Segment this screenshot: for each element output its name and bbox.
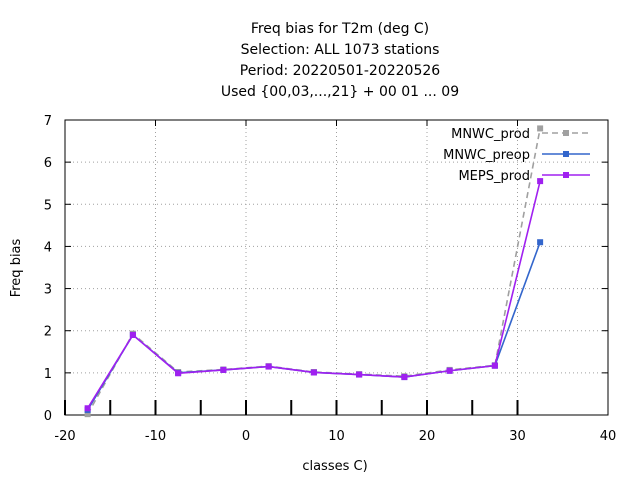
legend-marker-mnwc-preop [563, 151, 569, 157]
y-tick-label: 5 [44, 198, 52, 213]
legend-marker-mnwc-prod [563, 130, 569, 136]
x-tick-label: 20 [419, 429, 436, 444]
legend: MNWC_prod MNWC_preop MEPS_prod [443, 127, 590, 184]
y-tick-label: 3 [44, 283, 52, 298]
x-tick-label: 40 [600, 429, 617, 444]
y-tick-label: 1 [44, 367, 52, 382]
data-point-meps-prod [356, 371, 363, 378]
x-axis-label: classes C) [302, 459, 367, 474]
data-point-meps-prod [220, 366, 227, 373]
y-axis-label: Freq bias [9, 238, 24, 297]
data-point-meps-prod [401, 374, 408, 381]
title-line-2: Selection: ALL 1073 stations [241, 42, 440, 58]
data-point-meps-prod [310, 369, 317, 376]
data-point-meps-prod [175, 370, 182, 377]
x-tick-label: -20 [54, 429, 75, 444]
data-point-mnwc-prod [537, 125, 544, 132]
y-tick-label: 6 [44, 156, 52, 171]
series-mnwc-preop [84, 239, 544, 413]
title-line-4: Used {00,03,...,21} + 00 01 ... 09 [221, 84, 459, 100]
x-tick-label: -10 [145, 429, 166, 444]
y-axis-ticks: 0 1 2 3 4 5 6 7 [44, 114, 608, 424]
data-point-meps-prod [491, 362, 498, 369]
legend-label-meps-prod: MEPS_prod [458, 169, 530, 184]
data-point-mnwc-prod [84, 411, 91, 418]
data-point-meps-prod [446, 367, 453, 374]
x-tick-label: 10 [328, 429, 345, 444]
y-tick-label: 4 [44, 240, 52, 255]
legend-label-mnwc-prod: MNWC_prod [451, 127, 530, 142]
series-meps-prod [84, 178, 544, 412]
data-point-meps-prod [84, 405, 91, 412]
title-line-1: Freq bias for T2m (deg C) [251, 21, 429, 37]
data-point-meps-prod [537, 178, 544, 185]
data-point-meps-prod [265, 363, 272, 370]
x-tick-label: 0 [242, 429, 250, 444]
legend-label-mnwc-preop: MNWC_preop [443, 148, 530, 163]
x-minor-ticks [64, 400, 519, 415]
x-axis-ticks: -20 -10 0 10 20 30 40 [54, 120, 616, 444]
data-point-meps-prod [129, 331, 136, 338]
title-line-3: Period: 20220501-20220526 [240, 63, 440, 79]
legend-marker-meps-prod [563, 172, 569, 178]
y-tick-label: 2 [44, 325, 52, 340]
x-tick-label: 30 [509, 429, 526, 444]
y-tick-label: 7 [44, 114, 52, 129]
series-layer [84, 125, 544, 418]
data-point-mnwc-preop [537, 239, 544, 246]
grid [65, 120, 608, 415]
chart-title: Freq bias for T2m (deg C) Selection: ALL… [221, 21, 459, 100]
y-tick-label: 0 [44, 409, 52, 424]
